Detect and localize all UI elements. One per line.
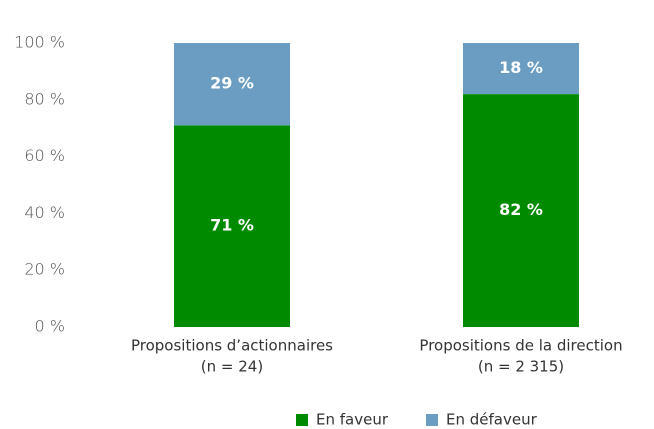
legend-swatch [296,414,308,426]
x-tick-label: Propositions d’actionnaires [131,337,333,355]
x-tick-label: (n = 2 315) [478,358,564,376]
y-tick-label: 100 % [14,33,65,52]
y-tick-label: 40 % [24,203,65,222]
value-label: 18 % [499,58,543,77]
y-tick-label: 20 % [24,260,65,279]
x-tick-label: (n = 24) [201,358,263,376]
value-label: 29 % [210,74,254,93]
bar-segment [174,43,290,126]
y-tick-label: 80 % [24,89,65,108]
value-label: 71 % [210,216,254,235]
y-tick-label: 60 % [24,146,65,165]
legend-label: En faveur [316,411,389,429]
value-label: 82 % [499,200,543,219]
bar-segment [463,43,579,95]
legend-swatch [426,414,438,426]
y-tick-label: 0 % [35,317,65,336]
x-tick-label: Propositions de la direction [419,337,622,355]
legend-label: En défaveur [446,411,538,429]
bar-segment [463,94,579,328]
bar-segment [174,125,290,327]
